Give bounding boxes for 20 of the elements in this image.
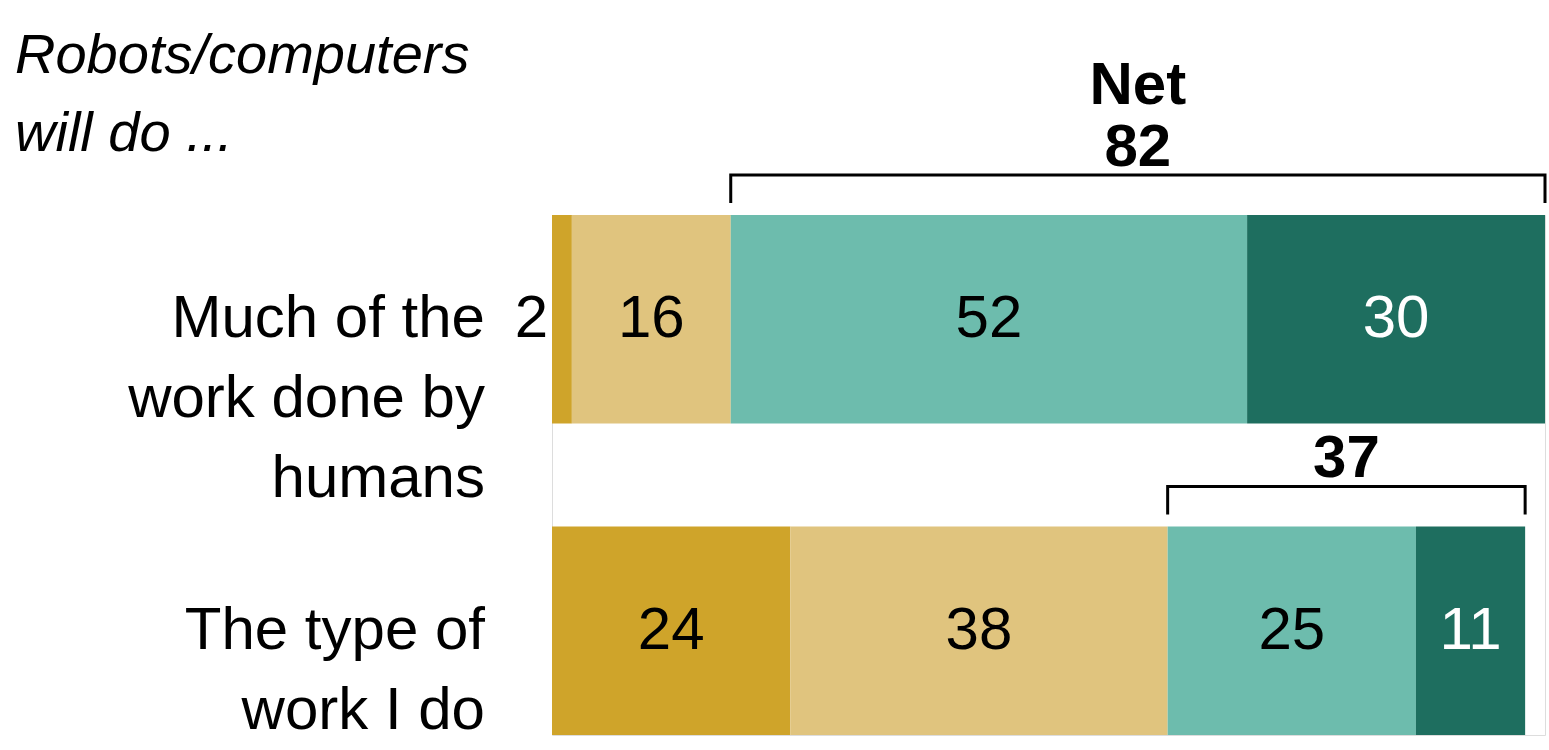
y-tick-label: The type of work I do bbox=[184, 594, 486, 742]
data-label: 24 bbox=[637, 594, 705, 662]
bar bbox=[571, 215, 731, 424]
bar bbox=[790, 526, 1168, 735]
annotation: 37 bbox=[1313, 423, 1380, 491]
data-label: 2 bbox=[514, 283, 548, 351]
y-tick-label: Much of the work done by humans bbox=[127, 283, 485, 511]
chart-title: Robots/computers will do ... bbox=[15, 22, 470, 163]
data-label: 11 bbox=[1439, 594, 1502, 662]
data-label: 25 bbox=[1258, 594, 1326, 662]
bar bbox=[1415, 526, 1526, 735]
bar bbox=[1247, 215, 1545, 424]
data-label: 30 bbox=[1362, 283, 1430, 351]
data-label: 52 bbox=[955, 283, 1023, 351]
data-label: 38 bbox=[945, 594, 1013, 662]
bar bbox=[552, 526, 791, 735]
bar bbox=[730, 215, 1248, 424]
bar bbox=[1167, 526, 1416, 735]
data-label: 16 bbox=[617, 283, 685, 351]
bar bbox=[552, 215, 572, 424]
